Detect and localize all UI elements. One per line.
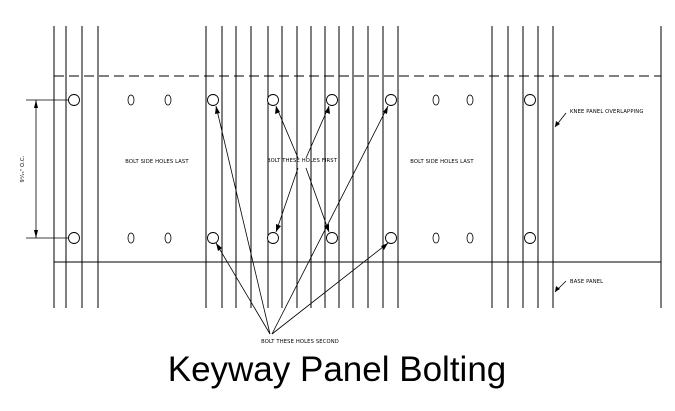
bolt-second-leaders [215,105,389,335]
label-knee-panel: KNEE PANEL OVERLAPPING [570,109,644,115]
label-bolt-first: BOLT THESE HOLES FIRST [267,158,338,164]
diagram-title: Keyway Panel Bolting [168,350,507,389]
bolt-holes-bottom-row [68,232,536,244]
base-panel-leader [554,280,567,293]
label-bolt-second: BOLT THESE HOLES SECOND [261,339,339,345]
label-bolt-side-left: BOLT SIDE HOLES LAST [125,159,189,165]
dimension-label: 9¹⁄₁₆" O.C. [20,155,26,182]
bolt-holes-top-row [68,94,536,106]
dimension-marker [26,99,72,239]
bolt-first-leaders [275,105,330,233]
label-bolt-side-right: BOLT SIDE HOLES LAST [410,159,474,165]
knee-panel-leader [554,112,567,128]
label-base-panel: BASE PANEL [570,279,603,285]
vertical-panel-lines [53,26,662,308]
